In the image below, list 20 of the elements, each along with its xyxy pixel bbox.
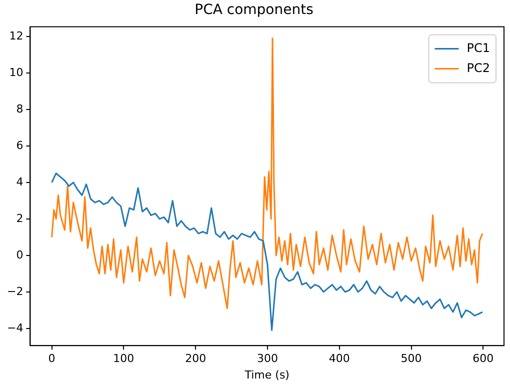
x-tick-label: 500 (400, 352, 422, 366)
x-tick-label: 400 (328, 352, 350, 366)
x-tick-label: 100 (113, 352, 134, 366)
y-tick-label: 4 (16, 175, 24, 188)
chart-title: PCA components (194, 2, 314, 18)
y-tick-label: 6 (16, 138, 24, 152)
y-tick-label: 0 (16, 248, 24, 262)
y-tick-label: −4 (6, 321, 24, 334)
x-tick-label: 200 (185, 352, 206, 366)
y-tick-label: 2 (16, 212, 24, 225)
x-axis-title: Time (s) (244, 368, 290, 382)
y-tick-label: 10 (9, 66, 24, 79)
x-tick-label: 300 (256, 352, 278, 366)
x-tick-label: 0 (48, 352, 56, 366)
legend-label: PC1 (466, 40, 490, 55)
y-tick-label: 8 (16, 102, 24, 116)
y-tick-label: 12 (9, 29, 24, 42)
x-tick-label: 600 (472, 352, 494, 366)
y-tick-label: −2 (6, 284, 24, 298)
legend-label: PC2 (466, 60, 490, 75)
